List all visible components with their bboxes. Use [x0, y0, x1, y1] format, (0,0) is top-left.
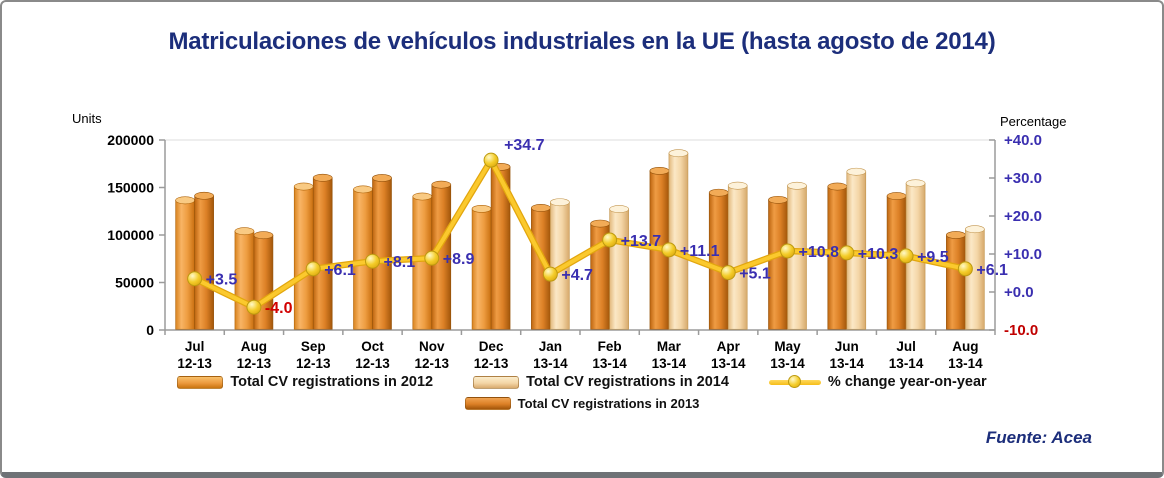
- source-note: Fuente: Acea: [985, 428, 1092, 447]
- svg-text:+30.0: +30.0: [1004, 170, 1042, 187]
- svg-text:Dec: Dec: [479, 339, 504, 354]
- svg-text:Mar: Mar: [657, 339, 682, 354]
- svg-text:+8.1: +8.1: [384, 254, 416, 271]
- svg-text:100000: 100000: [107, 227, 154, 243]
- legend-row-2: Total CV registrations in 2013: [0, 396, 1164, 411]
- svg-text:200000: 200000: [107, 132, 154, 148]
- legend-line-marker-icon: [768, 375, 821, 389]
- svg-text:12-13: 12-13: [237, 356, 272, 371]
- svg-text:150000: 150000: [107, 180, 154, 196]
- legend-item-2014: Total CV registrations in 2014: [473, 374, 729, 390]
- svg-text:Aug: Aug: [952, 339, 978, 354]
- legend-label-2012: Total CV registrations in 2012: [230, 374, 434, 390]
- svg-text:13-14: 13-14: [948, 356, 983, 371]
- category-labels-layer: Jul 12-13 Aug 12-13 Sep 12-13 Oct 12-13 Nov 12-13…: [177, 339, 983, 371]
- svg-text:+6.1: +6.1: [976, 262, 1008, 279]
- svg-text:May: May: [774, 339, 801, 354]
- svg-text:+6.1: +6.1: [324, 262, 356, 279]
- svg-text:-4.0: -4.0: [265, 300, 293, 317]
- svg-text:12-13: 12-13: [415, 356, 450, 371]
- svg-text:+3.5: +3.5: [206, 272, 238, 289]
- svg-text:13-14: 13-14: [830, 356, 865, 371]
- svg-text:Aug: Aug: [241, 339, 267, 354]
- svg-text:12-13: 12-13: [474, 356, 509, 371]
- svg-text:Jan: Jan: [539, 339, 562, 354]
- svg-text:+10.8: +10.8: [799, 244, 840, 261]
- svg-text:+34.7: +34.7: [504, 137, 545, 154]
- svg-text:13-14: 13-14: [533, 356, 568, 371]
- svg-text:13-14: 13-14: [652, 356, 687, 371]
- svg-text:+10.0: +10.0: [1004, 246, 1042, 263]
- svg-text:50000: 50000: [115, 275, 154, 291]
- svg-text:Jun: Jun: [835, 339, 859, 354]
- svg-text:12-13: 12-13: [296, 356, 331, 371]
- legend-swatch-2014-icon: [473, 375, 520, 389]
- svg-text:+10.3: +10.3: [858, 246, 899, 263]
- svg-text:12-13: 12-13: [355, 356, 390, 371]
- right-axis-title: Percentage: [1000, 114, 1067, 129]
- svg-text:Jul: Jul: [896, 339, 916, 354]
- svg-text:13-14: 13-14: [711, 356, 746, 371]
- legend-item-2013: Total CV registrations in 2013: [464, 396, 700, 411]
- legend-label-2013: Total CV registrations in 2013: [517, 396, 700, 411]
- legend-row-1: Total CV registrations in 2012 Total CV …: [0, 374, 1164, 390]
- svg-text:Jul: Jul: [185, 339, 205, 354]
- svg-text:12-13: 12-13: [177, 356, 212, 371]
- svg-text:+9.5: +9.5: [917, 249, 949, 266]
- svg-text:-10.0: -10.0: [1004, 322, 1038, 339]
- svg-text:13-14: 13-14: [770, 356, 805, 371]
- svg-text:Nov: Nov: [419, 339, 445, 354]
- bars-layer: [175, 149, 985, 330]
- svg-text:+4.7: +4.7: [561, 267, 593, 284]
- svg-text:0: 0: [146, 322, 154, 338]
- legend-label-2014: Total CV registrations in 2014: [526, 374, 729, 390]
- svg-text:+40.0: +40.0: [1004, 132, 1042, 149]
- legend-item-2012: Total CV registrations in 2012: [177, 374, 433, 390]
- svg-text:+0.0: +0.0: [1004, 284, 1034, 301]
- svg-text:+5.1: +5.1: [739, 266, 771, 283]
- legend-line-dot-icon: [787, 375, 801, 388]
- svg-text:+11.1: +11.1: [680, 243, 720, 260]
- point-labels-layer: +3.5 -4.0 +6.1 +8.1 +8.9 +34.7 +4.7 +13.7 +11.1 +…: [206, 137, 1008, 317]
- svg-text:Feb: Feb: [598, 339, 622, 354]
- svg-text:13-14: 13-14: [889, 356, 924, 371]
- svg-text:+20.0: +20.0: [1004, 208, 1042, 225]
- svg-text:+13.7: +13.7: [621, 233, 662, 250]
- legend-item-pct-change: % change year-on-year: [768, 374, 987, 390]
- svg-text:13-14: 13-14: [592, 356, 627, 371]
- svg-text:Oct: Oct: [361, 339, 384, 354]
- tick-labels-layer: 200000150000100000500000+40.0+30.0+20.0+…: [107, 132, 1042, 339]
- legend-swatch-2013-icon: [464, 397, 511, 410]
- line-layer: [187, 152, 973, 315]
- svg-text:+8.9: +8.9: [443, 251, 475, 268]
- chart-title: Matriculaciones de vehículos industriale…: [168, 28, 996, 55]
- axes-layer: [159, 139, 996, 335]
- left-axis-title: Units: [72, 111, 102, 126]
- svg-text:Apr: Apr: [717, 339, 741, 354]
- legend-swatch-2012-icon: [177, 375, 224, 389]
- legend-label-pct-change: % change year-on-year: [827, 374, 987, 390]
- svg-text:Sep: Sep: [301, 339, 326, 354]
